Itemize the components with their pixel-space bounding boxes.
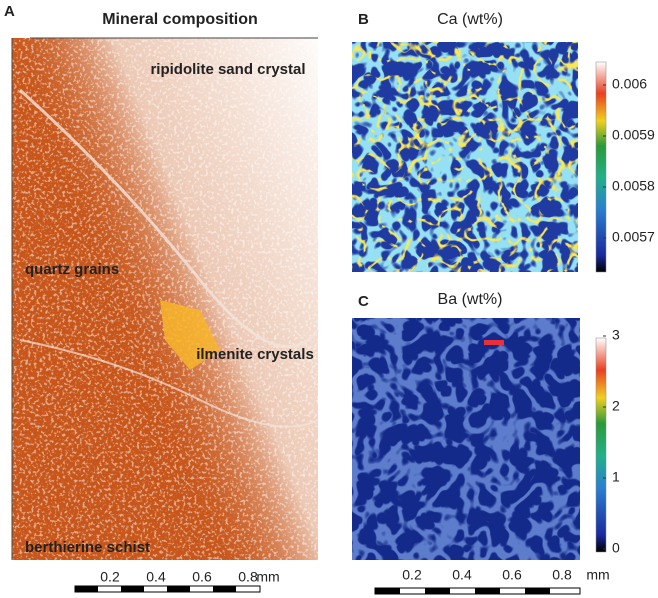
map-label: berthierine schist (25, 539, 150, 556)
colorbar-tick-label: 2 (612, 398, 620, 414)
panel-letter: B (358, 11, 369, 28)
map-label: ripidolite sand crystal (150, 61, 305, 78)
scale-bar-a (75, 586, 260, 592)
scale-bar-label: 0.6 (502, 567, 522, 583)
scale-bar-label: 0.4 (146, 569, 166, 585)
scale-bar-label: 0.2 (100, 569, 120, 585)
colorbar-tick-label: 0.0059 (612, 127, 655, 143)
map-label: ilmenite crystals (196, 346, 314, 363)
scale-bar-c (375, 588, 580, 594)
panel-letter: C (358, 293, 369, 310)
scale-bar-unit: mm (256, 569, 279, 585)
panel-title: Ca (wt%) (437, 11, 503, 28)
scale-bar-label: 0.8 (238, 569, 258, 585)
colorbar-tick-label: 0.0058 (612, 178, 655, 194)
panel-b-image (352, 42, 606, 272)
scale-bar-label: 0.2 (402, 567, 422, 583)
colorbar-tick-label: 0.0057 (612, 229, 655, 245)
panel-title: Ba (wt%) (438, 291, 503, 308)
scale-bar-label: 0.4 (452, 567, 472, 583)
panel-a-image (12, 38, 318, 560)
colorbar-tick-label: 3 (612, 327, 620, 343)
scale-bar-label: 0.6 (192, 569, 212, 585)
panel-c-image (352, 318, 606, 560)
colorbar-tick-label: 0 (612, 540, 620, 556)
figure: A Mineral composition ripidolite sand cr… (0, 0, 658, 598)
scale-bar-label: 0.8 (552, 567, 572, 583)
scale-bar-unit: mm (586, 567, 609, 583)
map-label: quartz grains (25, 261, 119, 278)
panel-letter: A (4, 3, 15, 20)
colorbar-tick-label: 0.006 (612, 76, 647, 92)
panel-title: Mineral composition (102, 11, 258, 28)
colorbar-tick-label: 1 (612, 469, 620, 485)
